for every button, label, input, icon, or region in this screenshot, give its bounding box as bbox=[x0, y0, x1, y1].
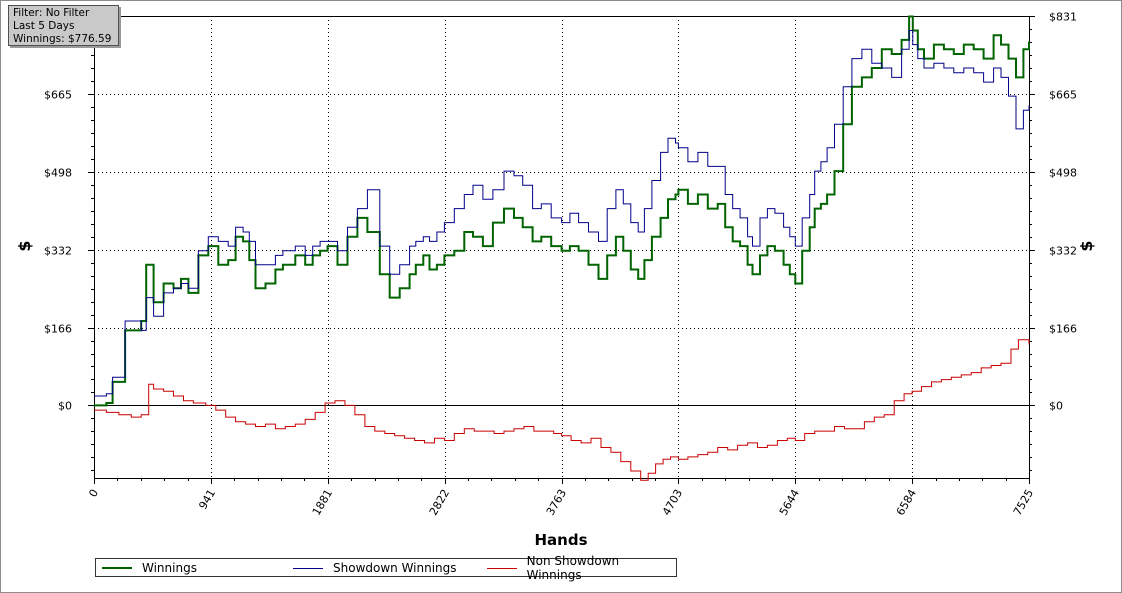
y-tick-label-left: $166 bbox=[44, 323, 72, 336]
legend-label-non-showdown: Non Showdown Winnings bbox=[526, 554, 620, 582]
legend-item-showdown: Showdown Winnings bbox=[293, 560, 457, 576]
x-tick-label: 941 bbox=[196, 487, 218, 512]
filter-info-box: Filter: No Filter Last 5 Days Winnings: … bbox=[8, 5, 119, 46]
y-tick-label-right: $831 bbox=[1049, 11, 1077, 24]
y-axis-title-left: $ bbox=[15, 240, 34, 251]
legend-swatch-showdown bbox=[293, 567, 323, 569]
y-tick-label-left: $498 bbox=[44, 167, 72, 180]
x-tick-label: 5644 bbox=[777, 487, 802, 518]
chart-legend: Winnings Showdown Winnings Non Showdown … bbox=[95, 554, 677, 582]
legend-label-showdown: Showdown Winnings bbox=[333, 561, 457, 575]
x-tick-label: 1881 bbox=[310, 487, 335, 518]
legend-item-non-showdown: Non Showdown Winnings bbox=[487, 554, 676, 582]
y-tick-label-right: $498 bbox=[1049, 167, 1077, 180]
grid bbox=[94, 16, 1029, 478]
date-range-label: Last 5 Days bbox=[13, 20, 75, 32]
legend-item-winnings: Winnings bbox=[102, 560, 197, 576]
filter-label: Filter: No Filter bbox=[13, 7, 90, 19]
x-tick-label: 0 bbox=[86, 487, 101, 500]
y-tick-label-right: $665 bbox=[1049, 89, 1077, 102]
y-tick-label-left: $665 bbox=[44, 89, 72, 102]
winnings-total-label: Winnings: $776.59 bbox=[13, 33, 112, 45]
y-tick-label-left: $332 bbox=[44, 245, 72, 258]
y-tick-label-right: $0 bbox=[1049, 400, 1063, 413]
x-tick-label: 6584 bbox=[894, 487, 919, 518]
y-tick-label-right: $332 bbox=[1049, 245, 1077, 258]
legend-label-winnings: Winnings bbox=[142, 561, 197, 575]
x-tick-label: 3763 bbox=[544, 487, 569, 518]
y-tick-label-right: $166 bbox=[1049, 323, 1077, 336]
series-line-winnings bbox=[94, 15, 1030, 407]
series-line-showdown-winnings bbox=[94, 30, 1030, 397]
series-line-non-showdown-winnings bbox=[94, 339, 1030, 481]
x-axis-title: Hands bbox=[534, 531, 587, 549]
y-tick-label-left: $0 bbox=[58, 400, 72, 413]
x-tick-label: 7525 bbox=[1011, 487, 1036, 518]
x-tick-label: 2822 bbox=[427, 487, 452, 518]
x-tick-label: 4703 bbox=[660, 487, 685, 518]
legend-swatch-non-showdown bbox=[487, 567, 517, 569]
y-axis-title-right: $ bbox=[1077, 240, 1096, 251]
legend-swatch-winnings bbox=[102, 567, 132, 569]
series-layer bbox=[94, 15, 1030, 481]
axes bbox=[88, 16, 1035, 484]
